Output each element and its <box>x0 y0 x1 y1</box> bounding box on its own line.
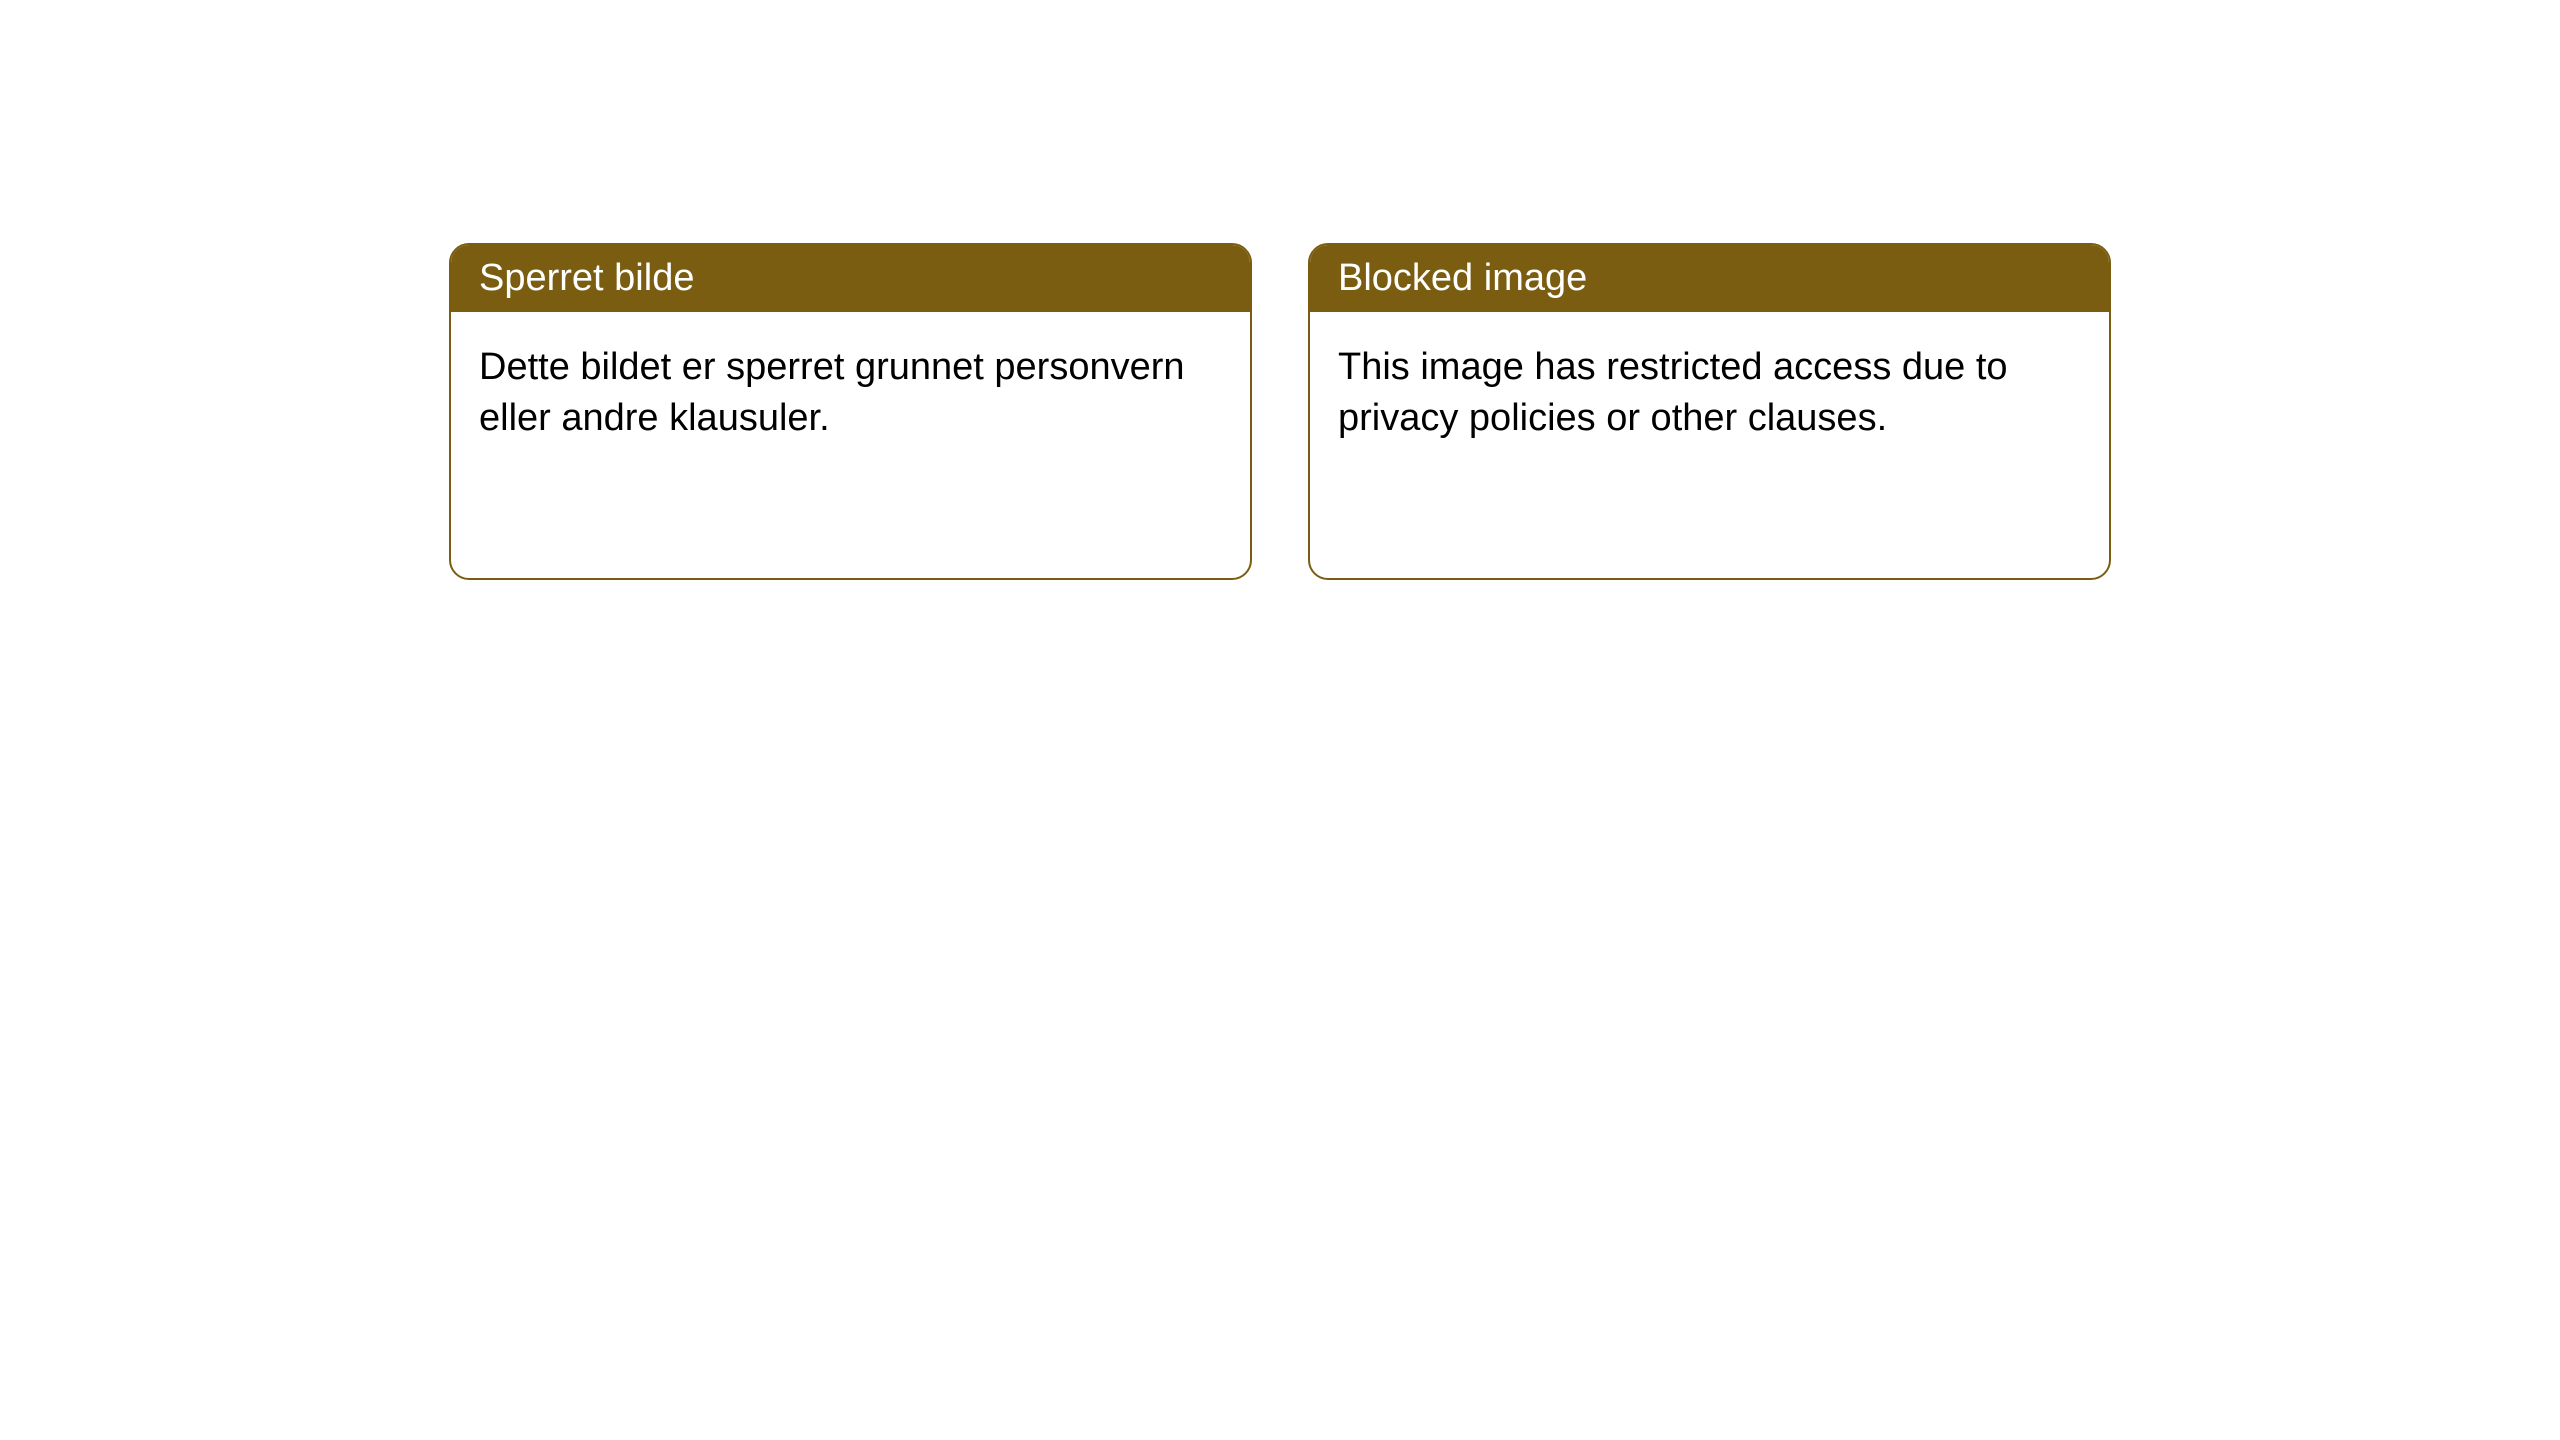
notice-card-norwegian: Sperret bilde Dette bildet er sperret gr… <box>449 243 1252 580</box>
notice-container: Sperret bilde Dette bildet er sperret gr… <box>0 0 2560 580</box>
notice-body-text: This image has restricted access due to … <box>1338 346 2008 439</box>
notice-body-text: Dette bildet er sperret grunnet personve… <box>479 346 1185 439</box>
notice-header: Blocked image <box>1310 245 2109 312</box>
notice-body: Dette bildet er sperret grunnet personve… <box>451 312 1250 475</box>
notice-title: Sperret bilde <box>479 257 694 299</box>
notice-title: Blocked image <box>1338 257 1587 299</box>
notice-header: Sperret bilde <box>451 245 1250 312</box>
notice-body: This image has restricted access due to … <box>1310 312 2109 475</box>
notice-card-english: Blocked image This image has restricted … <box>1308 243 2111 580</box>
